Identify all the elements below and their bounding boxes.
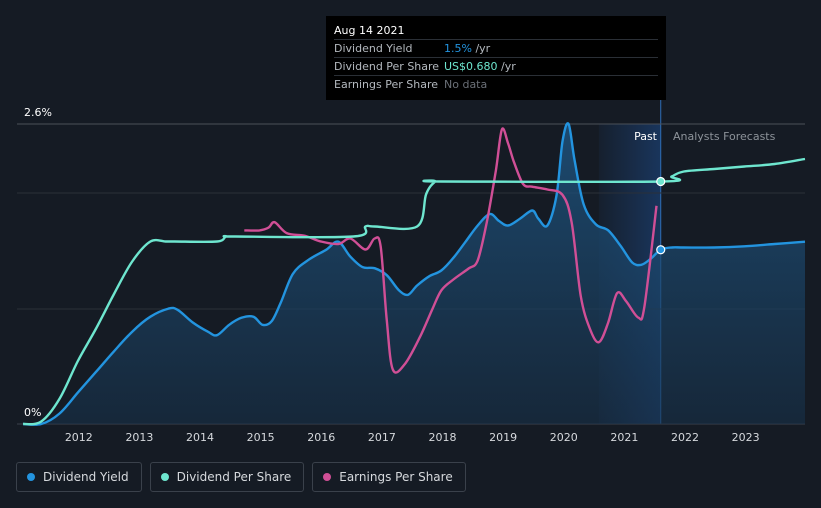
x-tick-label: 2013	[125, 431, 153, 444]
x-tick-label: 2021	[610, 431, 638, 444]
tooltip-label: Dividend Per Share	[334, 60, 440, 73]
tooltip-label: Dividend Yield	[334, 42, 413, 55]
tooltip-label: Earnings Per Share	[334, 78, 439, 91]
x-tick-label: 2023	[732, 431, 760, 444]
x-tick-label: 2020	[550, 431, 578, 444]
legend-label: Dividend Per Share	[176, 470, 292, 484]
tooltip-row-earnings-per-share: Earnings Per Share No data	[334, 75, 658, 93]
y-tick-label: 0%	[24, 406, 41, 419]
x-tick-label: 2019	[489, 431, 517, 444]
past-label: Past	[634, 130, 658, 143]
x-tick-label: 2017	[368, 431, 396, 444]
earnings-per-share-line	[244, 127, 658, 374]
legend-dot-icon	[323, 473, 332, 481]
tooltip-suffix: /yr	[497, 60, 516, 73]
dividend-yield-marker	[656, 245, 666, 255]
dividend-yield-area	[23, 123, 806, 425]
dividend-per-share-marker	[656, 176, 666, 187]
x-tick-label: 2022	[671, 431, 699, 444]
tooltip-value: No data	[444, 78, 488, 91]
legend-label: Dividend Yield	[43, 470, 129, 484]
legend-dot-icon	[160, 473, 169, 481]
legend-dividend-per-share[interactable]: Dividend Per Share	[149, 462, 305, 492]
legend-label: Earnings Per Share	[339, 470, 453, 484]
tooltip-value: US$0.680	[444, 60, 498, 73]
tooltip-row-dividend-per-share: Dividend Per Share US$0.680 /yr	[334, 57, 658, 75]
legend-dot-icon	[27, 473, 35, 481]
dividend-yield-line	[23, 122, 806, 426]
legend: Dividend Yield Dividend Per Share Earnin…	[16, 462, 466, 492]
tooltip-row-dividend-yield: Dividend Yield 1.5% /yr	[334, 39, 658, 57]
legend-earnings-per-share[interactable]: Earnings Per Share	[312, 462, 466, 492]
tooltip-value: 1.5%	[444, 42, 472, 55]
forecast-label: Analysts Forecasts	[673, 130, 776, 143]
x-tick-label: 2014	[186, 431, 214, 444]
legend-dividend-yield[interactable]: Dividend Yield	[16, 462, 142, 492]
y-tick-label: 2.6%	[24, 106, 52, 119]
tooltip: Aug 14 2021 Dividend Yield 1.5% /yr Divi…	[326, 16, 666, 100]
x-tick-label: 2018	[429, 431, 457, 444]
tooltip-suffix: /yr	[471, 42, 491, 55]
x-tick-label: 2015	[247, 431, 275, 444]
tooltip-date: Aug 14 2021	[334, 24, 405, 37]
x-tick-label: 2012	[65, 431, 93, 444]
dividend-per-share-line	[22, 157, 806, 426]
x-tick-label: 2016	[307, 431, 335, 444]
